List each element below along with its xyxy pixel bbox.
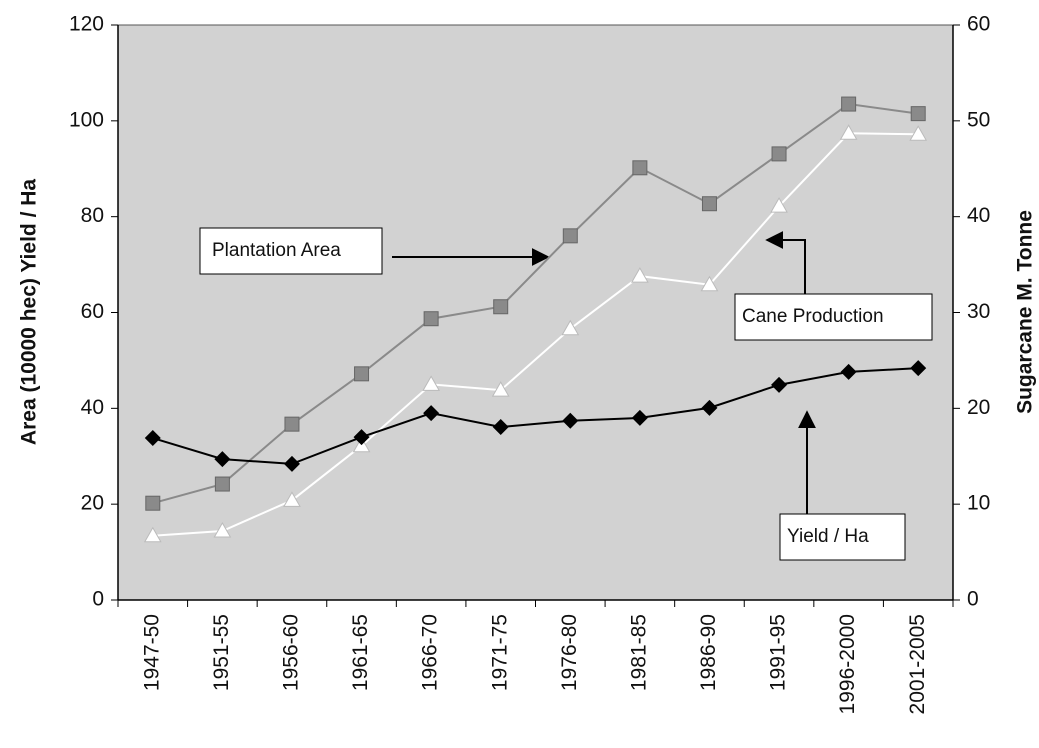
arrow <box>765 231 806 294</box>
y-tick-label: 120 <box>69 13 104 36</box>
marker <box>631 409 648 426</box>
series-line <box>152 132 919 537</box>
marker <box>562 228 578 244</box>
y2-tick-label: 40 <box>967 204 990 227</box>
marker <box>840 363 857 380</box>
marker <box>910 360 927 377</box>
annotation-box <box>734 293 933 341</box>
annotation: Plantation Area <box>212 240 341 261</box>
x-tick-label: 2001-2005 <box>906 614 929 714</box>
marker <box>771 146 787 162</box>
y2-tick-label: 20 <box>967 396 990 419</box>
marker <box>771 376 788 393</box>
marker <box>144 430 161 447</box>
marker <box>701 399 718 416</box>
y2-tick-label: 30 <box>967 300 990 323</box>
x-tick-label: 1986-90 <box>697 614 720 691</box>
x-tick-label: 1996-2000 <box>836 614 859 714</box>
annotation: Yield / Ha <box>787 526 869 547</box>
annotations <box>199 227 933 561</box>
marker <box>701 196 717 212</box>
x-tick-label: 1961-65 <box>349 614 372 691</box>
marker <box>422 375 440 391</box>
y2-axis-label: Sugarcane M. Tonne <box>1014 210 1037 414</box>
marker <box>214 451 231 468</box>
marker <box>145 495 161 511</box>
y-tick-label: 0 <box>92 588 104 611</box>
marker <box>839 124 858 140</box>
marker <box>353 429 370 446</box>
x-tick-label: 1966-70 <box>419 614 442 691</box>
annotation-box <box>779 513 906 561</box>
marker <box>562 412 579 429</box>
y-tick-label: 40 <box>81 396 104 419</box>
marker <box>770 197 788 213</box>
series-line <box>152 367 919 465</box>
y-tick-label: 80 <box>81 204 104 227</box>
marker <box>909 125 928 141</box>
y2-tick-label: 0 <box>967 588 979 611</box>
x-tick-label: 1991-95 <box>767 614 790 691</box>
marker <box>423 405 440 422</box>
marker <box>283 491 301 507</box>
annotation: Cane Production <box>742 306 884 327</box>
x-tick-label: 1951-55 <box>210 614 233 691</box>
x-tick-label: 1981-85 <box>627 614 650 691</box>
y2-tick-label: 50 <box>967 108 990 131</box>
marker <box>283 455 300 472</box>
y2-tick-label: 60 <box>967 13 990 36</box>
y-tick-label: 60 <box>81 300 104 323</box>
x-tick-label: 1976-80 <box>558 614 581 691</box>
marker <box>700 275 719 292</box>
y2-tick-label: 10 <box>967 492 990 515</box>
marker <box>213 521 232 538</box>
marker <box>561 319 580 336</box>
marker <box>491 381 510 397</box>
annotation-box <box>199 227 383 275</box>
marker <box>354 366 370 382</box>
x-tick-label: 1971-75 <box>488 614 511 691</box>
y-tick-label: 100 <box>69 108 104 131</box>
x-tick-label: 1956-60 <box>280 614 303 691</box>
y-tick-label: 20 <box>81 492 104 515</box>
series-line <box>152 103 919 505</box>
marker <box>631 267 649 283</box>
marker <box>423 311 439 327</box>
marker <box>910 106 926 122</box>
marker <box>143 526 162 543</box>
marker <box>632 160 648 176</box>
marker <box>214 476 230 492</box>
marker <box>492 419 509 436</box>
marker <box>841 96 857 112</box>
marker <box>493 299 509 315</box>
marker <box>284 416 300 432</box>
x-tick-label: 1947-50 <box>140 614 163 691</box>
y-axis-label: Area (10000 hec) Yield / Ha <box>18 179 41 445</box>
